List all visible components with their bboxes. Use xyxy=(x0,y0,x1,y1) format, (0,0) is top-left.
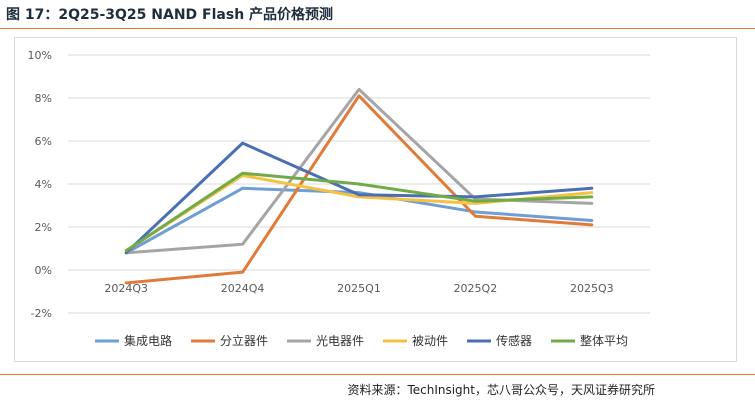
y-tick-label: 2% xyxy=(35,221,52,234)
y-tick-label: 4% xyxy=(35,178,52,191)
y-tick-label: 10% xyxy=(28,49,52,62)
series-line-1 xyxy=(124,94,594,285)
series-line-2 xyxy=(124,87,594,255)
legend-label: 集成电路 xyxy=(124,333,172,348)
y-tick-label: 6% xyxy=(35,135,52,148)
y-tick-label: 0% xyxy=(35,264,52,277)
legend-label: 传感器 xyxy=(496,333,532,348)
x-tick-label: 2025Q1 xyxy=(337,282,381,295)
series-line-5 xyxy=(124,171,594,253)
chart-frame xyxy=(14,37,737,362)
legend-label: 分立器件 xyxy=(220,333,268,348)
series-lines xyxy=(124,87,594,285)
x-tick-label: 2025Q3 xyxy=(570,282,614,295)
source-divider xyxy=(0,374,755,375)
figure-title: 图 17：2Q25-3Q25 NAND Flash 产品价格预测 xyxy=(6,7,334,23)
x-tick-label: 2024Q3 xyxy=(104,282,148,295)
x-tick-label: 2024Q4 xyxy=(221,282,265,295)
series-line-4 xyxy=(124,141,594,255)
y-tick-label: -2% xyxy=(31,307,52,320)
x-tick-label: 2025Q2 xyxy=(454,282,498,295)
series-line-0 xyxy=(124,186,594,255)
legend-label: 被动件 xyxy=(412,334,448,348)
title-divider xyxy=(0,28,755,29)
legend: 集成电路 分立器件 光电器件 被动件 传感器 整体平均 xyxy=(95,333,628,348)
y-axis-ticks: -2% 0% 2% 4% 6% 8% 10% xyxy=(28,49,52,320)
x-axis-ticks: 2024Q3 2024Q4 2025Q1 2025Q2 2025Q3 xyxy=(104,282,613,295)
source-note: 资料来源：TechInsight，芯八哥公众号，天风证券研究所 xyxy=(347,383,655,397)
legend-label: 光电器件 xyxy=(316,334,364,348)
y-tick-label: 8% xyxy=(35,92,52,105)
legend-label: 整体平均 xyxy=(580,333,628,348)
